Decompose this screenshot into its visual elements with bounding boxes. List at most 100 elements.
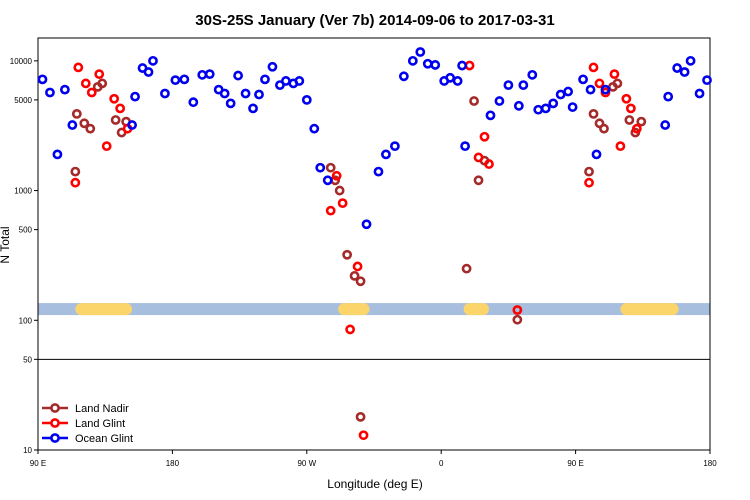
data-point: [621, 93, 632, 104]
data-point: [588, 108, 599, 119]
y-axis: 10 50 100 500 1000 5000 10000: [10, 57, 38, 455]
data-point: [315, 162, 326, 173]
data-point: [594, 78, 605, 89]
data-point: [625, 103, 636, 114]
data-point: [512, 305, 523, 315]
data-point: [97, 78, 108, 89]
data-point: [179, 74, 190, 85]
legend-label: Land Glint: [75, 418, 125, 430]
orbit-band: [38, 303, 710, 316]
legend-label: Ocean Glint: [75, 433, 133, 445]
data-point: [67, 120, 78, 130]
data-point: [352, 261, 363, 272]
x-tick-label: 180: [703, 459, 717, 468]
data-point: [445, 72, 456, 83]
series-land-nadir: [70, 78, 647, 422]
data-point: [631, 123, 642, 134]
data-point: [469, 96, 479, 106]
data-point: [600, 84, 611, 95]
data-point: [567, 102, 578, 112]
data-point: [612, 78, 623, 89]
data-point: [485, 110, 496, 121]
band-strip: [38, 303, 710, 316]
data-point: [609, 69, 620, 80]
data-point: [349, 270, 360, 281]
series-ocean-glint: [37, 47, 712, 230]
data-point: [240, 88, 251, 99]
data-point: [624, 115, 635, 125]
data-point: [309, 123, 320, 134]
data-point: [373, 166, 384, 177]
data-point: [548, 98, 559, 109]
data-point: [694, 88, 705, 99]
data-point: [563, 86, 574, 97]
data-point: [473, 152, 484, 163]
data-point: [331, 170, 342, 181]
data-point: [101, 141, 112, 152]
x-tick-label: 90 E: [30, 459, 46, 468]
data-point: [73, 62, 84, 73]
data-point: [599, 123, 609, 134]
y-tick-label: 100: [19, 316, 33, 325]
data-point: [398, 71, 409, 82]
data-points: [37, 47, 712, 441]
data-point: [322, 175, 333, 186]
data-point: [325, 162, 336, 173]
data-point: [130, 91, 140, 102]
legend-marker: [50, 403, 60, 413]
data-point: [660, 120, 671, 130]
data-point: [219, 88, 230, 99]
data-point: [197, 69, 208, 80]
data-point: [533, 104, 544, 115]
data-point: [260, 74, 270, 85]
data-point: [452, 76, 463, 86]
data-point: [555, 89, 566, 100]
legend-marker: [50, 433, 60, 443]
data-point: [70, 166, 81, 177]
data-point: [170, 75, 181, 86]
series-land-glint: [70, 60, 642, 441]
y-tick-label: 500: [19, 226, 33, 235]
data-point: [345, 324, 356, 335]
data-point: [337, 198, 348, 209]
data-point: [615, 141, 626, 152]
x-tick-label: 90 W: [297, 459, 316, 468]
data-point: [588, 62, 599, 73]
data-point: [109, 93, 120, 104]
data-point: [461, 263, 472, 274]
data-point: [143, 67, 154, 77]
data-point: [355, 411, 366, 422]
data-point: [204, 69, 215, 80]
legend-label: Land Nadir: [75, 403, 129, 415]
data-point: [79, 118, 90, 129]
data-point: [585, 84, 596, 95]
data-point: [513, 100, 524, 111]
x-tick-label: 0: [439, 459, 444, 468]
data-point: [334, 185, 345, 196]
data-point: [294, 76, 305, 86]
data-point: [381, 149, 391, 160]
x-axis-label: Longitude (deg E): [327, 477, 422, 491]
data-point: [52, 149, 63, 160]
data-point: [45, 87, 55, 98]
data-point: [59, 84, 70, 95]
data-point: [280, 76, 291, 86]
legend-marker: [50, 418, 60, 428]
data-point: [233, 70, 244, 81]
data-point: [267, 61, 278, 72]
data-point: [702, 75, 712, 86]
data-point: [71, 108, 82, 119]
data-point: [160, 88, 170, 99]
data-point: [301, 94, 312, 105]
x-tick-label: 180: [166, 459, 180, 468]
data-point: [479, 131, 490, 142]
data-point: [430, 60, 441, 70]
y-tick-label: 5000: [14, 96, 32, 105]
data-point: [685, 55, 696, 66]
y-tick-label: 10: [23, 446, 32, 455]
data-point: [518, 80, 529, 91]
data-point: [358, 430, 369, 441]
data-point: [248, 103, 258, 114]
data-point: [148, 55, 158, 66]
data-point: [636, 116, 647, 127]
